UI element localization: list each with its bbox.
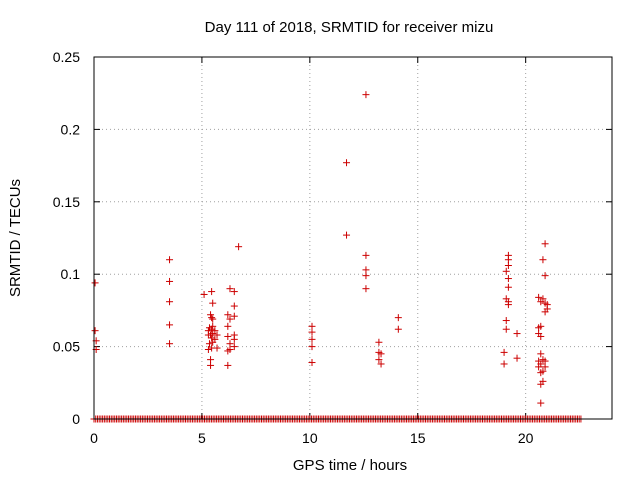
data-point (541, 240, 549, 248)
data-point (91, 279, 99, 287)
y-tick-label: 0.15 (53, 194, 80, 210)
data-point (209, 299, 217, 307)
y-tick-label: 0 (72, 411, 80, 427)
data-point (208, 325, 216, 333)
x-tick-label: 10 (302, 430, 318, 446)
data-point (343, 231, 351, 239)
data-point (211, 335, 219, 343)
data-point (213, 344, 221, 352)
x-tick-label: 5 (198, 430, 206, 446)
data-point (224, 361, 232, 369)
data-point (226, 345, 234, 353)
y-tick-label: 0.2 (61, 121, 81, 137)
data-point (513, 354, 521, 362)
y-axis-label: SRMTID / TECUs (7, 179, 24, 297)
x-tick-label: 15 (410, 430, 426, 446)
data-point (543, 305, 551, 313)
data-point (308, 359, 316, 367)
data-point (502, 325, 510, 333)
data-point (208, 288, 216, 296)
chart-title: Day 111 of 2018, SRMTID for receiver miz… (205, 19, 494, 36)
x-tick-label: 20 (518, 430, 534, 446)
data-point (204, 345, 212, 353)
data-point (230, 312, 238, 320)
data-point (504, 275, 512, 283)
data-point (224, 322, 232, 330)
data-point (308, 335, 316, 343)
data-point (207, 361, 215, 369)
data-point (377, 360, 385, 368)
grid-lines (94, 57, 612, 419)
data-point (535, 293, 543, 301)
data-point (502, 317, 510, 325)
data-point (362, 91, 370, 99)
data-point (208, 334, 216, 342)
data-point (537, 322, 545, 330)
data-point (541, 363, 549, 371)
data-point (209, 322, 217, 330)
data-point (166, 277, 174, 285)
x-axis-label: GPS time / hours (293, 457, 407, 474)
data-point (166, 340, 174, 348)
data-point (394, 314, 402, 322)
data-point (537, 350, 545, 358)
data-point (166, 321, 174, 329)
data-point (537, 399, 545, 407)
data-point (230, 343, 238, 351)
data-point (537, 332, 545, 340)
data-point (513, 330, 521, 338)
data-point (500, 360, 508, 368)
data-point (308, 343, 316, 351)
y-tick-label: 0.1 (61, 266, 81, 282)
x-tick-label: 0 (90, 430, 98, 446)
data-point (502, 267, 510, 275)
y-tick-label: 0.25 (53, 49, 80, 65)
data-point (91, 327, 99, 335)
data-point (235, 243, 243, 251)
data-point (208, 314, 216, 322)
data-point (213, 331, 221, 339)
data-point (226, 285, 234, 293)
data-point (375, 338, 383, 346)
data-point (205, 340, 213, 348)
data-point (230, 335, 238, 343)
data-point (166, 298, 174, 306)
plot-frame (93, 56, 613, 420)
data-point (166, 256, 174, 264)
axis-ticks: 0 5 10 15 20 0 0.05 0.1 0.15 0.2 0.25 (53, 49, 612, 446)
data-point (377, 350, 385, 358)
data-point (500, 348, 508, 356)
data-point (343, 159, 351, 167)
data-point (226, 315, 234, 323)
data-point (537, 360, 545, 368)
data-point (211, 327, 219, 335)
data-point (539, 377, 547, 385)
data-point (230, 288, 238, 296)
y-tick-label: 0.05 (53, 339, 80, 355)
data-point (394, 325, 402, 333)
data-point (362, 285, 370, 293)
data-point (504, 301, 512, 309)
data-points (90, 91, 585, 423)
data-point (504, 283, 512, 291)
data-point (539, 367, 547, 375)
data-point (207, 311, 215, 319)
data-point (209, 315, 217, 323)
data-point (541, 272, 549, 280)
data-point (362, 272, 370, 280)
data-point (200, 290, 208, 298)
data-point (504, 262, 512, 270)
data-point (539, 256, 547, 264)
data-point (224, 311, 232, 319)
data-point (230, 302, 238, 310)
data-point (539, 295, 547, 303)
data-point (308, 328, 316, 336)
data-point (362, 251, 370, 259)
data-point (224, 332, 232, 340)
data-point (375, 356, 383, 364)
